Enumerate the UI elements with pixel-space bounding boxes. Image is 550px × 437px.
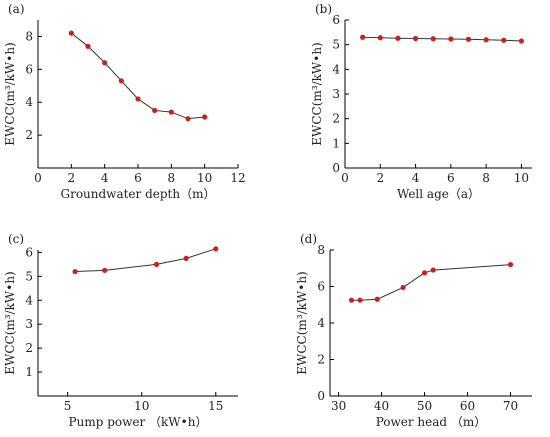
y-tick-label: 6: [25, 62, 33, 76]
data-point: [118, 78, 124, 84]
data-point: [430, 36, 436, 42]
data-point: [400, 284, 406, 291]
y-tick-label: 5: [332, 38, 340, 52]
y-tick-label: 2: [317, 353, 325, 367]
x-tick-label: 50: [417, 399, 432, 413]
y-tick-label: 4: [25, 95, 33, 109]
y-axis-label: EWCC(m³/kW•h): [295, 271, 309, 374]
panel-d: 30 40 50 60 70 0 2 4 6 8(d) Power head （m） EWCC(m³/…: [295, 232, 532, 429]
x-tick-label: 10: [197, 171, 212, 185]
series-line: [71, 32, 205, 120]
x-axis-label: Power head （m）: [376, 415, 487, 429]
x-tick-label: 2: [68, 171, 76, 185]
data-point: [465, 36, 472, 42]
series-line: [75, 248, 216, 273]
x-tick-label: 5: [64, 399, 72, 413]
axes-a: [37, 20, 239, 169]
data-point: [360, 34, 366, 40]
data-point: [395, 35, 401, 41]
x-tick-label: 4: [101, 171, 109, 185]
data-point: [501, 37, 507, 43]
x-tick-label: 10: [134, 399, 149, 413]
data-point: [183, 255, 189, 261]
y-axis-label: EWCC(m³/kW•h): [3, 271, 17, 374]
y-tick-label: 5: [25, 269, 33, 283]
data-point: [68, 30, 74, 36]
y-tick-label: 1: [332, 136, 340, 150]
data-point: [102, 267, 108, 273]
x-tick-label: 8: [482, 171, 490, 185]
y-tick-label: 2: [25, 341, 33, 355]
x-axis-label: Groundwater depth（m）: [61, 187, 216, 201]
data-point: [483, 37, 489, 43]
panel-label: (c): [8, 232, 24, 246]
y-tick-label: 0: [317, 389, 325, 403]
data-point: [85, 43, 91, 49]
x-tick-label: 6: [134, 171, 142, 185]
axes-b: [344, 19, 532, 169]
x-axis-label: Pump power （kW•h）: [69, 415, 208, 429]
data-point: [412, 35, 419, 42]
y-tick-label: 6: [25, 245, 33, 259]
data-point: [421, 270, 428, 276]
y-tick-label: 6: [332, 13, 340, 27]
y-tick-label: 4: [317, 316, 325, 330]
y-tick-label: 3: [25, 317, 33, 331]
panel-label: (b): [315, 2, 332, 16]
x-tick-label: 0: [34, 171, 42, 185]
x-tick-label: 0: [341, 171, 349, 185]
x-tick-label: 12: [230, 171, 245, 185]
y-tick-label: 8: [317, 243, 325, 257]
data-point: [507, 262, 514, 268]
x-tick-label: 40: [374, 399, 389, 413]
x-axis-label: Well age（a）: [397, 187, 480, 201]
data-point: [72, 268, 78, 275]
data-point: [168, 109, 174, 115]
data-point: [518, 38, 525, 44]
data-point: [448, 36, 454, 42]
x-tick-label: 8: [168, 171, 176, 185]
data-point: [102, 60, 108, 66]
data-point: [185, 116, 191, 122]
axes-d: [329, 249, 532, 397]
y-axis-label: EWCC(m³/kW•h): [310, 42, 324, 145]
y-tick-label: 2: [25, 128, 33, 142]
series-line: [362, 36, 522, 42]
x-tick-label: 30: [331, 399, 346, 413]
axes-c: [37, 250, 238, 397]
y-tick-label: 4: [25, 293, 33, 307]
x-tick-label: 60: [460, 399, 475, 413]
x-tick-label: 10: [514, 171, 529, 185]
data-point: [153, 261, 160, 267]
panel-label: (d): [300, 232, 317, 246]
data-point: [377, 35, 383, 41]
y-tick-label: 1: [25, 365, 33, 379]
data-point: [374, 296, 380, 302]
data-point: [213, 246, 219, 252]
panel-c: 5 10 15 1 2 3 4 5 6(c) Pump power （kW•h） EWCC(m³/k…: [3, 232, 238, 429]
data-point: [202, 114, 208, 120]
data-point: [152, 107, 158, 114]
data-point: [348, 297, 355, 303]
y-tick-label: 0: [332, 161, 340, 175]
data-point: [430, 267, 436, 273]
panel-label: (a): [8, 2, 25, 16]
x-tick-label: 4: [412, 171, 420, 185]
y-tick-label: 4: [332, 62, 340, 76]
data-point: [357, 297, 363, 303]
data-point: [135, 96, 141, 102]
y-tick-label: 3: [332, 87, 340, 101]
y-tick-label: 8: [25, 29, 33, 43]
x-tick-label: 70: [503, 399, 518, 413]
y-tick-label: 6: [317, 280, 325, 294]
x-tick-label: 6: [447, 171, 455, 185]
y-axis-label: EWCC(m³/kW•h): [3, 42, 17, 145]
y-tick-label: 2: [332, 112, 340, 126]
x-tick-label: 2: [376, 171, 384, 185]
x-tick-label: 15: [208, 399, 223, 413]
